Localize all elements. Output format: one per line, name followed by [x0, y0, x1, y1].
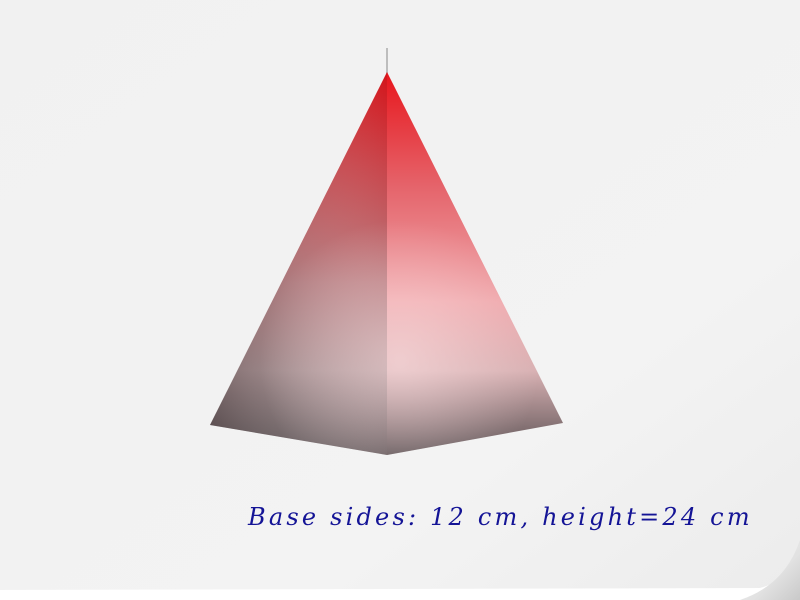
paper-curl — [740, 540, 800, 600]
figure-caption: Base sides: 12 cm, height=24 cm — [248, 503, 753, 531]
pyramid-highlight — [210, 72, 563, 455]
